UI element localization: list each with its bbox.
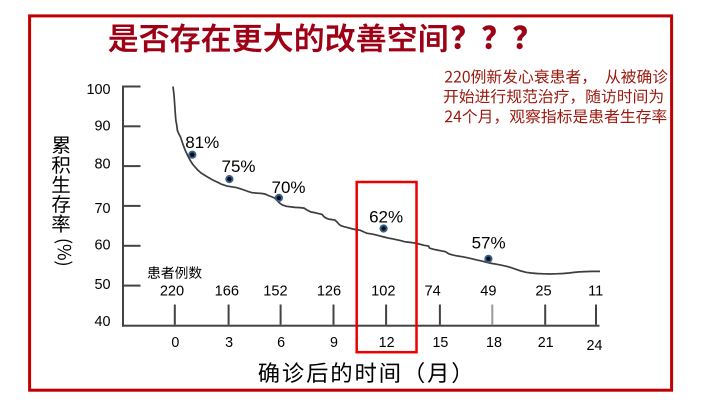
svg-text:21: 21: [538, 335, 554, 351]
svg-text:49: 49: [480, 283, 496, 299]
svg-text:70: 70: [94, 201, 110, 217]
svg-text:3: 3: [225, 335, 233, 351]
svg-text:102: 102: [371, 283, 395, 299]
svg-text:126: 126: [317, 283, 341, 299]
svg-text:18: 18: [486, 335, 502, 351]
svg-text:62%: 62%: [369, 207, 403, 226]
svg-text:9: 9: [330, 335, 338, 351]
svg-text:152: 152: [263, 283, 287, 299]
svg-text:40: 40: [94, 314, 110, 330]
svg-text:70%: 70%: [272, 178, 306, 197]
svg-text:57%: 57%: [472, 233, 506, 252]
svg-text:11: 11: [588, 283, 603, 299]
svg-text:0: 0: [171, 335, 179, 351]
svg-text:74: 74: [424, 283, 440, 299]
svg-text:60: 60: [94, 237, 110, 253]
svg-text:50: 50: [94, 277, 110, 293]
svg-text:12: 12: [379, 335, 395, 351]
svg-text:81%: 81%: [185, 133, 219, 152]
svg-text:75%: 75%: [222, 157, 256, 176]
svg-text:90: 90: [94, 118, 110, 134]
svg-text:15: 15: [432, 335, 448, 351]
svg-text:25: 25: [535, 283, 551, 299]
svg-text:80: 80: [94, 156, 110, 172]
svg-text:24: 24: [587, 338, 603, 354]
svg-text:166: 166: [215, 283, 239, 299]
svg-text:220: 220: [160, 283, 184, 299]
svg-text:6: 6: [277, 335, 285, 351]
svg-text:100: 100: [86, 82, 110, 98]
